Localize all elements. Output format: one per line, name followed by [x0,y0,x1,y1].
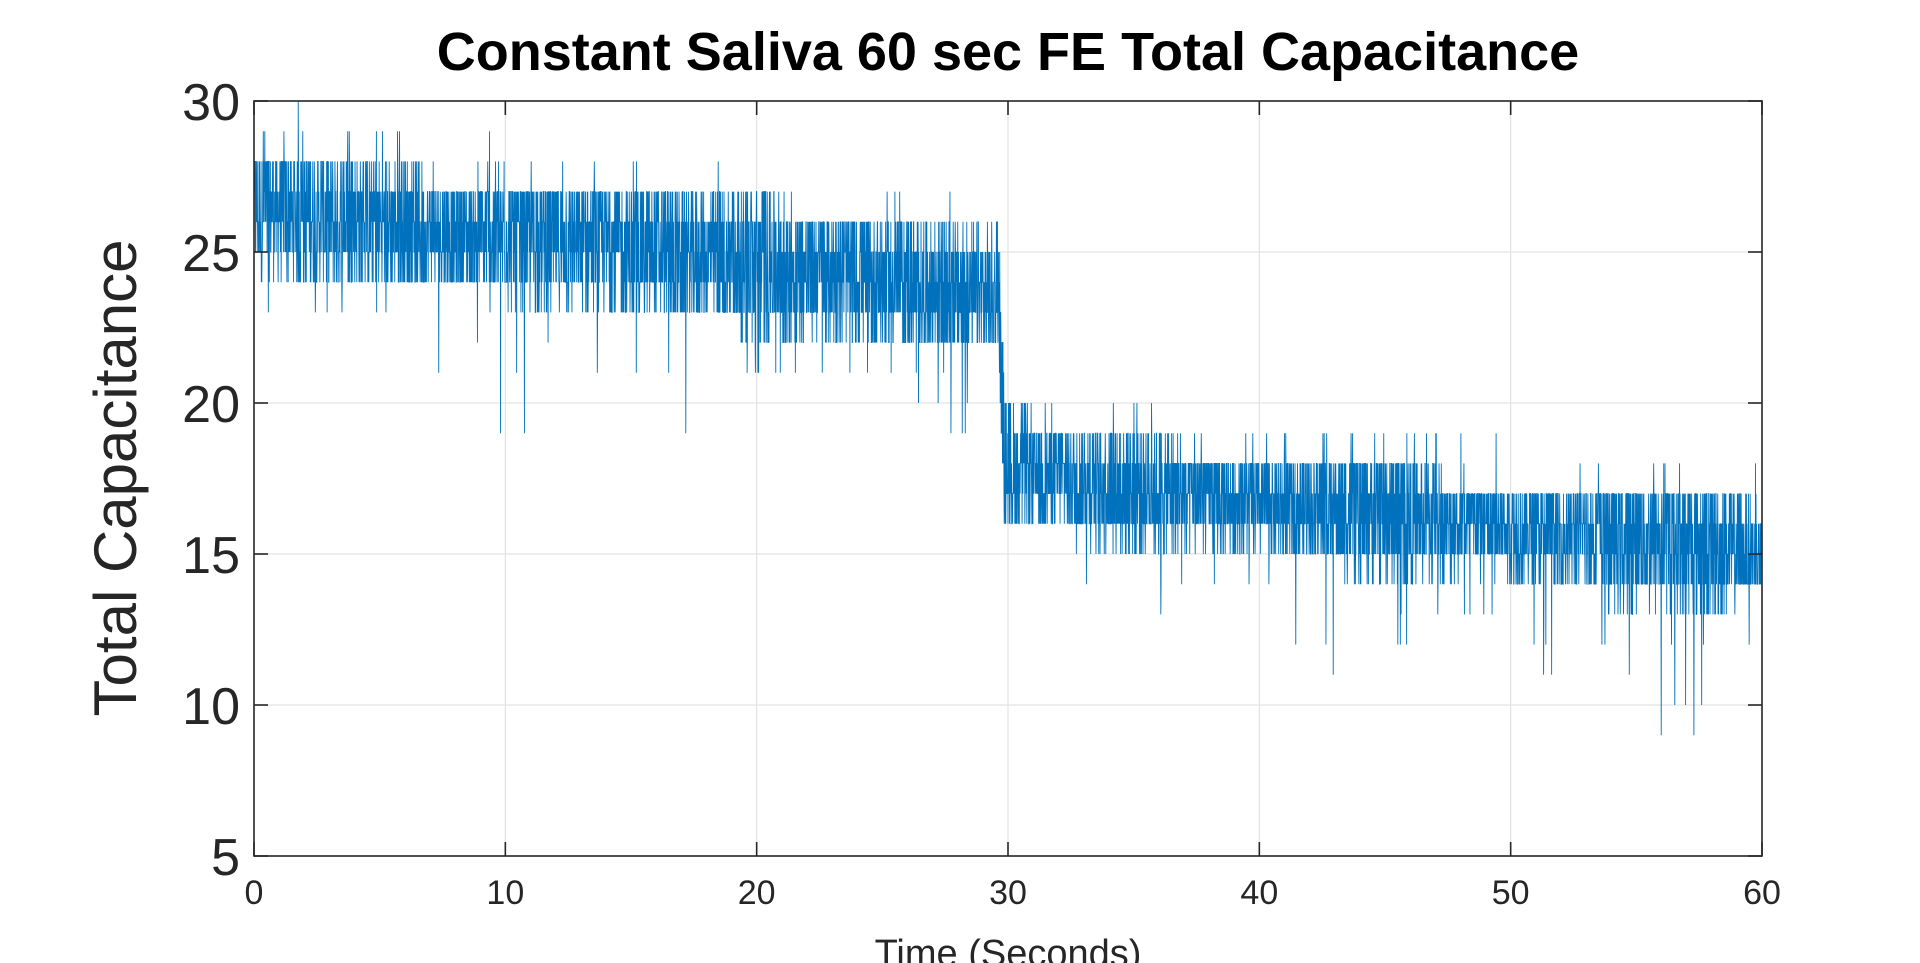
x-tick-label: 40 [1240,874,1278,912]
series-line [253,100,1762,736]
x-tick-label: 60 [1743,874,1781,912]
ticks: 0 10 20 30 40 50 60 5 10 15 20 25 30 [182,74,1781,912]
y-axis-label: Total Capacitance [82,240,149,717]
y-tick-label: 20 [182,376,240,434]
x-tick-label: 30 [989,874,1027,912]
series-line-path [253,100,1762,736]
x-tick-label: 0 [245,874,264,912]
chart-title: Constant Saliva 60 sec FE Total Capacita… [437,22,1579,82]
y-tick-label: 30 [182,74,240,132]
x-axis-label: Time (Seconds) [875,933,1142,963]
x-tick-label: 10 [486,874,524,912]
x-tick-label: 50 [1492,874,1530,912]
y-tick-label: 5 [211,829,240,887]
y-tick-label: 15 [182,527,240,585]
x-tick-label: 20 [738,874,776,912]
y-tick-label: 25 [182,225,240,283]
y-tick-label: 10 [182,678,240,736]
